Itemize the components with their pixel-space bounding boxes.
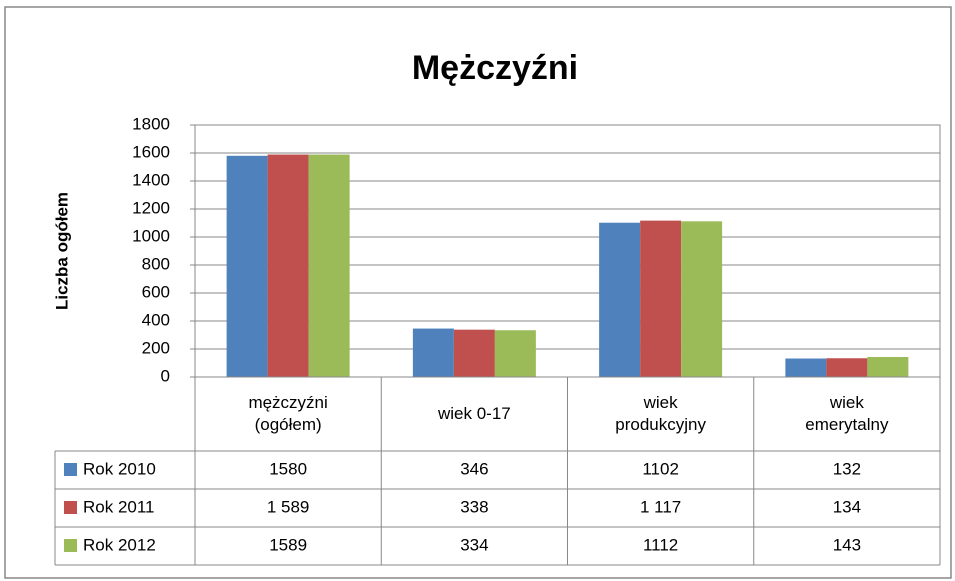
x-tick-label: wiek 0-17 xyxy=(437,404,511,423)
legend-label: Rok 2010 xyxy=(83,459,156,478)
y-tick-label: 0 xyxy=(161,366,170,385)
y-tick-label: 1400 xyxy=(132,170,170,189)
y-tick-label: 600 xyxy=(142,282,170,301)
x-tick-label: wiek emerytalny xyxy=(805,393,889,434)
x-tick-label: mężczyźni (ogółem) xyxy=(248,393,328,434)
table-value: 1580 xyxy=(269,459,307,478)
y-tick-label: 400 xyxy=(142,310,170,329)
legend-key xyxy=(64,463,77,476)
table-value: 1102 xyxy=(642,459,679,478)
table-value: 134 xyxy=(833,497,861,516)
bar xyxy=(453,329,495,377)
table-value: 334 xyxy=(460,535,488,554)
bar xyxy=(640,220,682,377)
legend-key xyxy=(64,539,77,552)
table-value: 1 589 xyxy=(267,497,310,516)
legend-label: Rok 2012 xyxy=(83,535,156,554)
bar xyxy=(785,358,827,377)
bar xyxy=(826,358,868,377)
y-tick-label: 1200 xyxy=(132,198,170,217)
legend-key xyxy=(64,501,77,514)
x-tick-label: wiek produkcyjny xyxy=(615,393,706,434)
y-tick-label: 200 xyxy=(142,338,170,357)
table-value: 143 xyxy=(833,535,861,554)
table-value: 132 xyxy=(833,459,861,478)
y-tick-label: 1800 xyxy=(132,114,170,133)
bar xyxy=(267,154,309,377)
chart-title: Mężczyźni xyxy=(412,49,578,87)
bar xyxy=(308,154,350,377)
bar xyxy=(599,222,641,377)
bar xyxy=(412,328,454,377)
table-value: 338 xyxy=(460,497,488,516)
table-value: 1 117 xyxy=(640,497,681,516)
bar xyxy=(494,330,536,377)
bar xyxy=(681,221,723,377)
legend-label: Rok 2011 xyxy=(83,497,155,516)
table-value: 1112 xyxy=(643,535,678,554)
bar xyxy=(867,356,909,377)
y-axis-title: Liczba ogółem xyxy=(52,192,71,310)
y-tick-label: 1600 xyxy=(132,142,170,161)
bar xyxy=(226,155,268,377)
y-tick-label: 1000 xyxy=(132,226,170,245)
table-value: 346 xyxy=(460,459,488,478)
y-tick-label: 800 xyxy=(142,254,170,273)
table-value: 1589 xyxy=(269,535,307,554)
